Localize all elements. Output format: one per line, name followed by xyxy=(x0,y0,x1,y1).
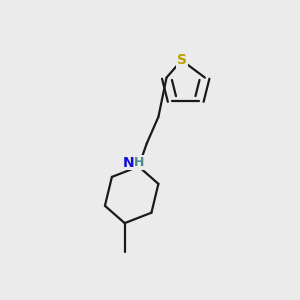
Text: N: N xyxy=(123,156,135,170)
Text: S: S xyxy=(177,53,187,67)
Text: H: H xyxy=(134,156,145,169)
